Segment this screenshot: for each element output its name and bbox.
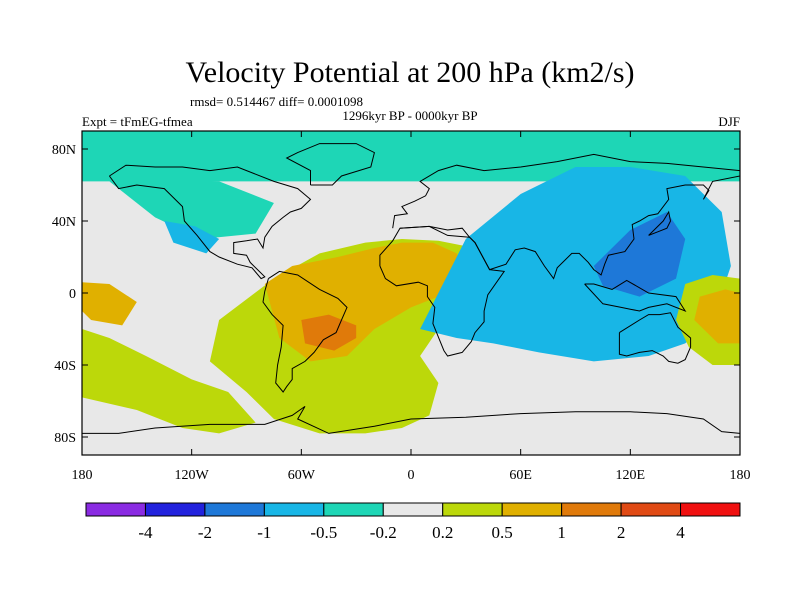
coastline-africa [379,225,506,357]
contour-region-w-pacific-orange [694,289,740,344]
chart-right-label: DJF [718,114,740,129]
coastline-eurasia [392,153,740,229]
colorbar-swatch [263,502,325,517]
colorbar-swatch [442,502,503,517]
colorbar-label: -1 [257,523,271,542]
colorbar-label: -0.5 [310,523,337,542]
contour-region-n-pacific-negative [109,177,274,239]
contour-region-asia-core [593,212,686,297]
coastline-maritime [584,279,687,313]
coastline-australia [618,312,692,364]
coastline-greenland [285,143,375,186]
colorbar-swatch [501,502,563,517]
contour-region-brazil-core [301,314,357,351]
y-tick-label: 0 [69,287,76,302]
x-tick-label: 120E [616,468,646,483]
contour-region-asia-negative [420,167,731,362]
contour-region-c-pacific-orange [82,282,137,326]
chart-subtitle-period: 1296kyr BP - 0000kyr BP [342,108,477,123]
contour-region-s-pacific-positive [82,329,256,434]
colorbar-swatch [382,502,444,517]
coastline-antarctica [82,405,740,434]
colorbar-label: -0.2 [370,523,397,542]
chart-subtitle-stats: rmsd= 0.514467 diff= 0.0001098 [190,94,363,109]
colorbar-swatch [85,502,146,517]
y-tick-label: 80N [52,143,76,158]
colorbar-swatch [680,502,741,517]
colorbar-label: 1 [557,523,566,542]
chart-left-label: Expt = tFmEG-tfmea [82,114,193,129]
colorbar-swatch [620,502,682,517]
colorbar-label: 0.5 [492,523,513,542]
x-tick-label: 180 [72,468,93,483]
colorbar-swatch [204,502,265,517]
x-tick-label: 0 [408,468,415,483]
x-tick-label: 180 [730,468,751,483]
colorbar-label: 4 [676,523,685,542]
colorbar-swatch [561,502,622,517]
y-tick-label: 40N [52,215,76,230]
map-plot-area [82,131,740,455]
x-tick-label: 60E [509,468,532,483]
colorbar-label: 2 [617,523,626,542]
colorbar-label: 0.2 [432,523,453,542]
y-tick-label: 80S [54,431,76,446]
colorbar-label: -2 [198,523,212,542]
colorbar-swatch [323,502,384,517]
coastline-south-america [262,270,348,393]
x-tick-label: 60W [288,468,316,483]
y-tick-label: 40S [54,359,76,374]
colorbar-swatch [144,502,206,517]
colorbar-label: -4 [138,523,153,542]
coastline-japan [648,210,672,236]
x-tick-label: 120W [175,468,210,483]
coastline-north-america [108,164,312,280]
chart-title: Velocity Potential at 200 hPa (km2/s) [185,56,634,89]
